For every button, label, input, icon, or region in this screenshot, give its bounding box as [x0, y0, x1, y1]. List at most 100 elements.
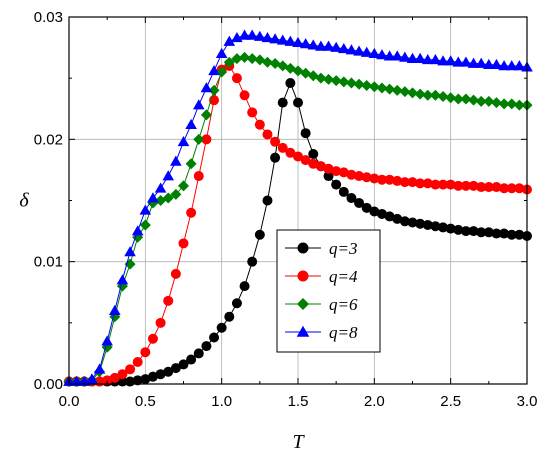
legend: q=3 q=4 q=6 q=8: [276, 229, 381, 353]
data-point: [453, 224, 464, 235]
data-point: [399, 86, 411, 98]
data-point: [506, 183, 517, 194]
x-tick-label: 3.0: [517, 393, 538, 410]
data-point: [246, 53, 258, 65]
data-point: [414, 88, 426, 100]
data-point: [483, 95, 495, 107]
data-point: [139, 204, 152, 215]
data-point: [231, 53, 243, 65]
data-point: [307, 39, 320, 50]
data-point: [414, 52, 426, 63]
data-point: [437, 55, 449, 66]
data-point: [70, 375, 83, 386]
data-point: [483, 58, 495, 70]
data-point: [124, 246, 136, 257]
data-point: [239, 90, 250, 101]
data-point: [163, 295, 174, 306]
data-point: [452, 93, 464, 105]
data-point: [460, 226, 471, 237]
legend-marker: [296, 325, 310, 337]
data-point: [270, 152, 281, 163]
data-point: [262, 195, 273, 206]
data-point: [338, 43, 350, 54]
data-point: [346, 169, 357, 180]
data-point: [125, 364, 136, 375]
y-tick-label: 0.02: [34, 131, 63, 148]
data-point: [238, 29, 251, 40]
data-point: [147, 192, 159, 203]
data-point: [322, 40, 335, 51]
data-point: [300, 128, 311, 139]
data-point: [254, 30, 266, 41]
data-point: [354, 197, 365, 208]
data-point: [452, 56, 465, 67]
data-point: [223, 35, 236, 46]
series-layer: [63, 29, 533, 388]
data-point: [293, 151, 303, 162]
data-point: [323, 73, 335, 85]
data-point: [170, 268, 181, 279]
data-point: [330, 75, 342, 87]
data-point: [369, 206, 380, 217]
data-point: [200, 82, 213, 93]
x-tick-label: 2.5: [440, 393, 461, 410]
legend-label: q=8: [329, 323, 358, 342]
y-axis-label: δ: [19, 190, 29, 212]
data-point: [178, 238, 189, 249]
legend-marker: [297, 270, 309, 282]
data-point: [330, 41, 342, 52]
data-point: [323, 171, 334, 182]
data-point: [86, 373, 98, 384]
data-point: [276, 34, 289, 45]
data-point: [499, 228, 510, 239]
data-point: [391, 84, 403, 96]
data-point: [116, 274, 129, 285]
data-point: [514, 229, 525, 240]
data-point: [391, 50, 404, 61]
data-point: [437, 91, 449, 103]
data-point: [354, 171, 365, 182]
data-point: [399, 51, 411, 62]
data-point: [460, 93, 472, 105]
data-point: [445, 179, 456, 190]
data-point: [285, 78, 296, 89]
data-point: [338, 76, 350, 88]
data-point: [170, 155, 182, 166]
data-point: [193, 133, 205, 145]
data-point: [224, 311, 235, 322]
data-point: [261, 56, 273, 68]
data-point: [109, 304, 121, 315]
data-point: [415, 218, 426, 229]
data-point: [178, 180, 189, 192]
data-point: [407, 87, 418, 99]
data-point: [208, 84, 220, 96]
data-point: [132, 375, 143, 386]
data-point: [201, 341, 212, 352]
data-point: [147, 371, 158, 382]
data-point: [430, 179, 441, 190]
data-point: [254, 119, 265, 130]
data-point: [209, 332, 220, 343]
data-point: [201, 134, 212, 145]
y-tick-label: 0.01: [34, 254, 63, 271]
data-point: [239, 281, 250, 292]
data-point: [223, 56, 235, 68]
data-point: [269, 33, 281, 44]
data-point: [292, 36, 304, 48]
data-point: [399, 216, 410, 227]
data-point: [323, 163, 334, 174]
legend-label: q=3: [329, 239, 357, 258]
legend-item: q=3: [285, 239, 357, 258]
data-point: [299, 38, 312, 49]
data-point: [155, 317, 166, 328]
data-point: [331, 166, 342, 177]
data-point: [513, 60, 526, 71]
data-point: [162, 192, 174, 204]
data-point: [345, 77, 357, 89]
data-point: [186, 354, 197, 365]
data-point: [399, 177, 410, 188]
data-point: [368, 81, 380, 93]
data-point: [293, 97, 303, 108]
data-point: [139, 219, 151, 231]
